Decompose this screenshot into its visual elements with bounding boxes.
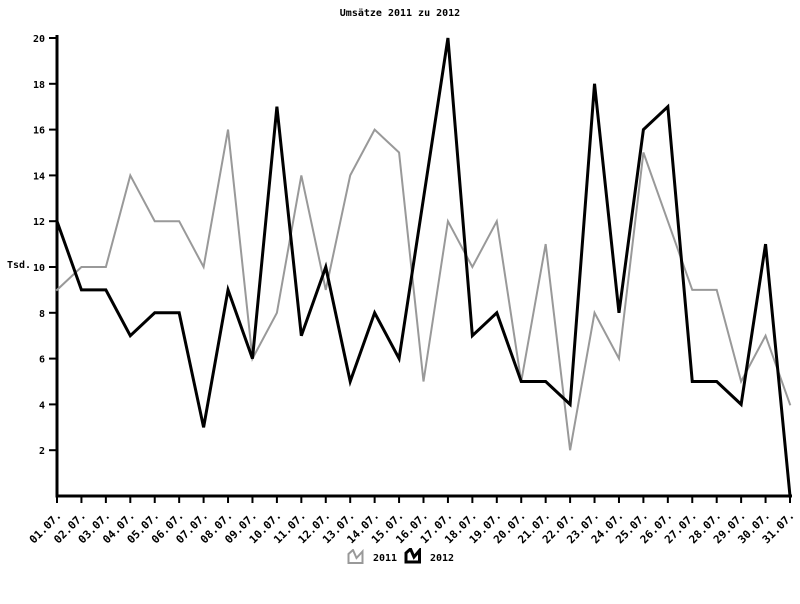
x-axis-ticks: 01.07.02.07.03.07.04.07.05.07.06.07.07.0…: [27, 496, 797, 546]
y-axis-unit-label: Tsd.: [7, 260, 32, 271]
y-tick-label: 12: [33, 217, 45, 228]
series-line-2011: [55, 127, 792, 451]
y-tick-label: 16: [33, 126, 45, 137]
y-tick-label: 14: [33, 171, 45, 182]
y-axis-ticks: 2 4 6 8 10 12 14 16 18 20: [33, 34, 57, 457]
y-tick-label: 2: [39, 446, 45, 457]
y-tick-label: 4: [39, 400, 45, 411]
y-tick-label: 8: [39, 309, 45, 320]
chart-title: Umsätze 2011 zu 2012: [339, 8, 461, 19]
y-tick-label: 6: [39, 355, 45, 366]
series-line-2012: [55, 37, 792, 498]
y-tick-label: 10: [33, 263, 45, 274]
y-tick-label: 20: [33, 34, 45, 45]
y-tick-label: 18: [33, 80, 45, 91]
